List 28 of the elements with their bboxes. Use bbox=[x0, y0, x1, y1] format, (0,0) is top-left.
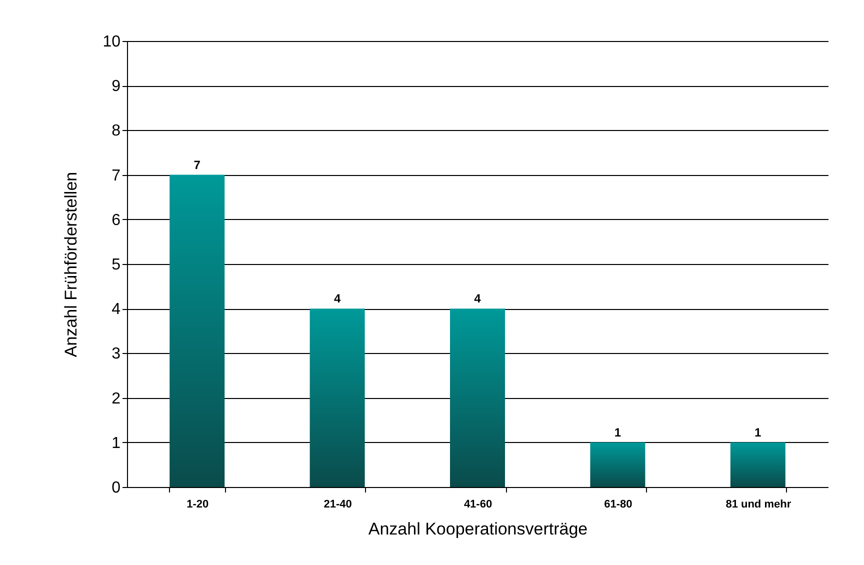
data-label: 1 bbox=[614, 425, 622, 440]
y-tick-label: 4 bbox=[112, 301, 121, 318]
y-tick-label: 9 bbox=[112, 78, 121, 96]
bar bbox=[730, 442, 786, 487]
bar bbox=[170, 174, 225, 487]
y-axis-title: Anzahl Frühförderstellen bbox=[62, 172, 81, 358]
y-tick-label: 1 bbox=[112, 434, 121, 452]
data-label: 7 bbox=[194, 158, 201, 172]
data-label: 4 bbox=[334, 292, 341, 306]
y-tick-label: 8 bbox=[112, 122, 121, 140]
data-label: 1 bbox=[754, 425, 762, 440]
y-tick-label: 10 bbox=[102, 34, 121, 50]
x-tick-label: 21-40 bbox=[324, 498, 352, 510]
x-tick-label: 1-20 bbox=[186, 498, 209, 510]
x-tick-label: 41-60 bbox=[464, 498, 492, 510]
y-tick-label: 3 bbox=[112, 346, 121, 363]
x-tick-label: 61-80 bbox=[604, 498, 632, 510]
y-tick-label: 6 bbox=[112, 212, 121, 229]
data-label: 4 bbox=[474, 292, 482, 306]
x-tick-label: 81 und mehr bbox=[726, 498, 792, 510]
y-tick-label: 2 bbox=[112, 390, 121, 408]
bar bbox=[310, 308, 365, 487]
bar bbox=[590, 442, 646, 487]
x-axis-title: Anzahl Kooperationsverträge bbox=[368, 520, 588, 538]
bar bbox=[450, 308, 505, 487]
y-tick-label: 7 bbox=[112, 167, 121, 184]
y-tick-label: 0 bbox=[112, 480, 121, 496]
y-tick-label: 5 bbox=[112, 256, 121, 274]
